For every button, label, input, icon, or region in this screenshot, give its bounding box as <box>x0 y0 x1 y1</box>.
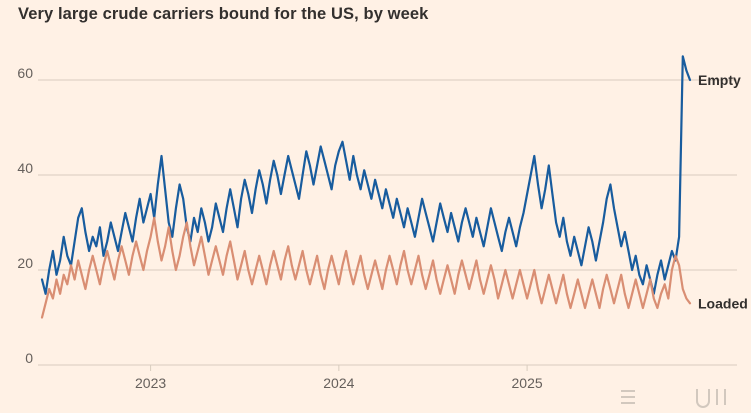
y-tick-label: 60 <box>17 65 33 81</box>
series-line-empty <box>40 55 692 295</box>
y-tick-label: 40 <box>17 160 33 176</box>
x-tick-label: 2023 <box>135 375 166 391</box>
watermark <box>621 389 726 408</box>
series-end-label-empty: Empty <box>698 72 741 88</box>
series-end-label-loaded: Loaded <box>698 295 748 311</box>
x-tick-label: 2025 <box>512 375 543 391</box>
y-tick-label: 0 <box>25 350 33 366</box>
chart-title: Very large crude carriers bound for the … <box>18 5 429 23</box>
x-tick-label: 2024 <box>323 375 354 391</box>
y-tick-label: 20 <box>17 255 33 271</box>
series-line-loaded <box>40 216 692 319</box>
